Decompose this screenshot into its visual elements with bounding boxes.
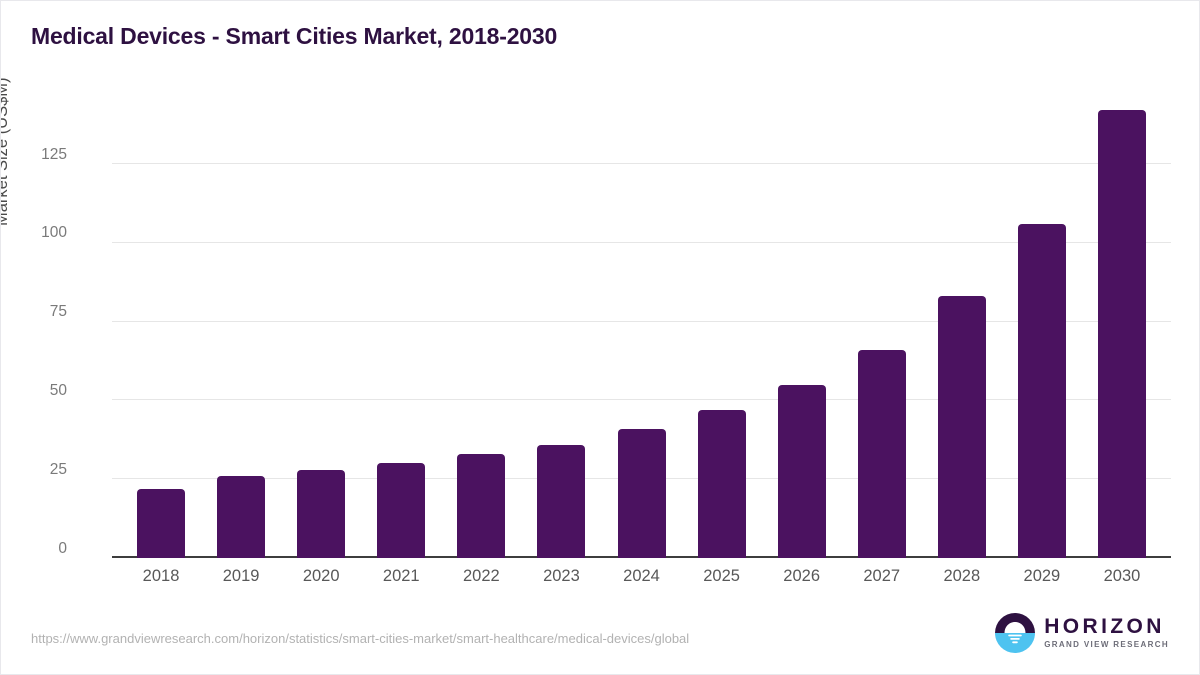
x-axis-tick-labels: 2018 2019 2020 2021 2022 2023 2024 2025 2026 2027… bbox=[112, 567, 1171, 586]
bar-cell bbox=[922, 101, 1002, 558]
bar-cell bbox=[682, 101, 762, 558]
bar-cell bbox=[601, 101, 681, 558]
horizon-logo: HORIZON GRAND VIEW RESEARCH bbox=[995, 613, 1169, 653]
bar-2018[interactable] bbox=[137, 488, 186, 558]
bar-cell bbox=[201, 101, 281, 558]
bar-2026[interactable] bbox=[777, 384, 826, 558]
x-axis-tick-label: 2027 bbox=[863, 567, 901, 585]
bar-2019[interactable] bbox=[217, 476, 266, 558]
gridline bbox=[112, 320, 1171, 322]
x-axis-tick-label: 2019 bbox=[222, 567, 260, 585]
bar-cell bbox=[1002, 101, 1082, 558]
x-axis-tick-label: 2020 bbox=[302, 567, 340, 585]
horizon-sunrise-circle-icon bbox=[995, 613, 1036, 653]
bar-2029[interactable] bbox=[1017, 223, 1066, 558]
bar-2027[interactable] bbox=[857, 350, 906, 558]
y-axis-tick-label: 100 bbox=[41, 224, 67, 242]
bar-cell bbox=[762, 101, 842, 558]
bar-cell bbox=[361, 101, 441, 558]
bar-2021[interactable] bbox=[377, 463, 426, 558]
gridline bbox=[112, 241, 1171, 243]
x-axis-tick-label: 2028 bbox=[943, 567, 981, 585]
x-axis-tick-label: 2029 bbox=[1023, 567, 1061, 585]
y-axis-tick-label: 125 bbox=[41, 145, 67, 163]
logo-text: HORIZON GRAND VIEW RESEARCH bbox=[1044, 616, 1169, 650]
bar-cell bbox=[121, 101, 201, 558]
bar-cell bbox=[521, 101, 601, 558]
x-axis-tick-label: 2021 bbox=[382, 567, 420, 585]
plot-area: 0 25 50 75 100 125 bbox=[41, 101, 1171, 558]
x-axis-tick-label: 2018 bbox=[142, 567, 180, 585]
bar-2024[interactable] bbox=[617, 428, 666, 558]
bar-2020[interactable] bbox=[297, 469, 346, 558]
bar-cell bbox=[281, 101, 361, 558]
y-axis-tick-label: 50 bbox=[49, 381, 67, 399]
gridline bbox=[112, 399, 1171, 401]
bar-cell bbox=[441, 101, 521, 558]
x-axis-tick-label: 2022 bbox=[462, 567, 500, 585]
bar-2030[interactable] bbox=[1097, 110, 1146, 558]
y-axis-tick-label: 0 bbox=[58, 539, 67, 557]
x-axis-tick-label: 2026 bbox=[783, 567, 821, 585]
x-axis-tick-label: 2024 bbox=[623, 567, 660, 585]
bar-cell bbox=[842, 101, 922, 558]
x-axis-tick-label: 2025 bbox=[703, 567, 740, 585]
logo-wordmark: HORIZON bbox=[1044, 615, 1165, 639]
bar-series bbox=[112, 101, 1171, 558]
logo-tagline: GRAND VIEW RESEARCH bbox=[1044, 640, 1169, 650]
bar-cell bbox=[1082, 101, 1162, 558]
y-axis-tick-label: 75 bbox=[49, 303, 67, 321]
page-title: Medical Devices - Smart Cities Market, 2… bbox=[31, 23, 558, 49]
y-axis-tick-label: 25 bbox=[49, 460, 67, 478]
y-axis-title: Market Size (US$M) bbox=[0, 77, 11, 226]
gridline bbox=[112, 163, 1171, 165]
bar-2023[interactable] bbox=[537, 444, 586, 558]
bar-2022[interactable] bbox=[457, 454, 506, 558]
source-url[interactable]: https://www.grandviewresearch.com/horizo… bbox=[31, 631, 690, 646]
bar-2028[interactable] bbox=[937, 296, 986, 558]
x-axis-tick-label: 2030 bbox=[1103, 567, 1141, 585]
x-axis-tick-label: 2023 bbox=[543, 567, 580, 585]
bar-2025[interactable] bbox=[697, 409, 746, 558]
